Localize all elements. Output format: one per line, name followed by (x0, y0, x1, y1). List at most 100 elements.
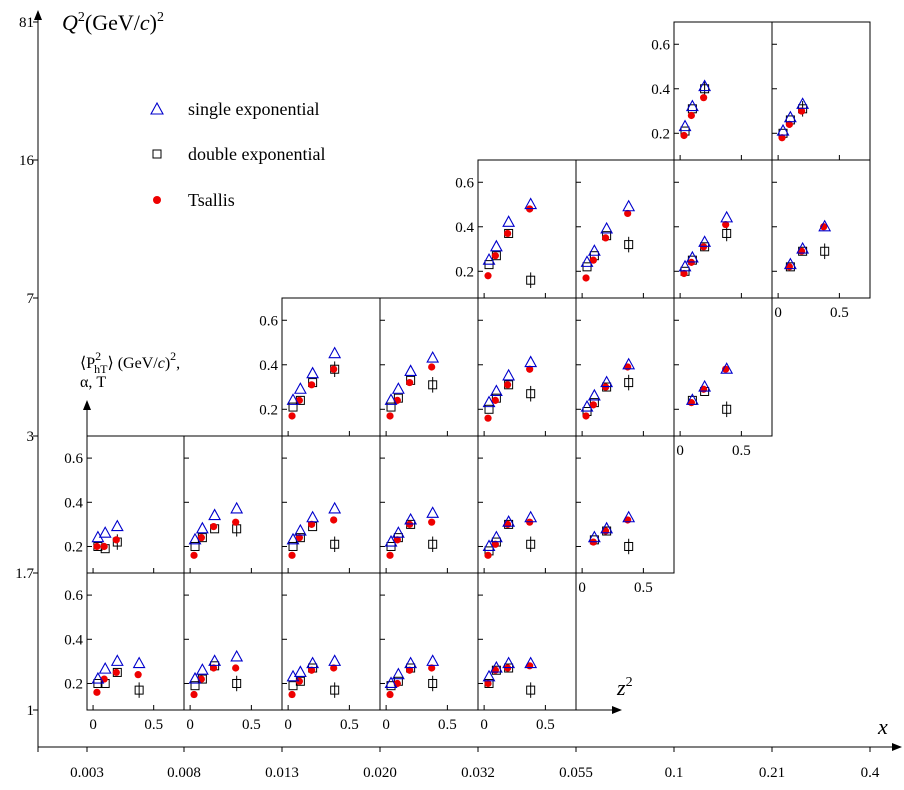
panel-frame (281, 435, 381, 574)
x-tick-label: 0.5 (732, 443, 751, 459)
z-power: 2 (626, 675, 633, 690)
legend-label: double exponential (188, 144, 325, 164)
single-exp-point (524, 510, 538, 523)
single-exp-point (188, 671, 202, 684)
single-exp-point (685, 99, 699, 112)
tsallis-point (491, 540, 499, 548)
double-exp-point (288, 681, 298, 691)
x-tick-label: 0.5 (830, 305, 849, 321)
pht-unit-c: c (158, 355, 165, 372)
single-exp-point (328, 654, 342, 666)
x-tick-label: 0 (578, 580, 586, 596)
x-bin-label: 0.008 (167, 765, 201, 781)
single-exp-point (293, 382, 307, 394)
single-exp-point (818, 219, 832, 232)
single-exp-point (502, 215, 516, 227)
tsallis-point (680, 269, 688, 278)
single-exp-point (698, 79, 712, 92)
pht-unit-open: ⟩ (GeV/ (107, 355, 158, 372)
single-exp-point (600, 521, 614, 534)
x-tick-label: 0 (89, 717, 97, 733)
single-exp-point (110, 519, 124, 532)
single-exp-point (622, 510, 636, 523)
panel (183, 435, 283, 574)
q2-bin-label: 7 (27, 291, 35, 307)
pht-unit-power: 2 (170, 349, 176, 363)
x-tick-label: 0 (774, 305, 782, 321)
tsallis-point (308, 520, 316, 528)
q2-bin-label: 81 (19, 15, 34, 31)
single-exp-point (698, 379, 712, 392)
single-exp-point (678, 259, 692, 272)
single-exp-point (482, 253, 496, 265)
single-exp-point (306, 366, 320, 379)
tsallis-point (582, 412, 590, 420)
tsallis-point (308, 666, 316, 674)
x-bin-label: 0.020 (363, 765, 397, 781)
single-exp-point (404, 364, 418, 377)
tsallis-point (484, 414, 492, 422)
tsallis-point (93, 688, 101, 696)
panel: 0 0.5 (281, 572, 381, 733)
tsallis-point (700, 94, 708, 102)
x-tick-label: 0.5 (242, 717, 261, 733)
single-exp-point (306, 510, 320, 523)
single-exp-point (796, 241, 810, 254)
double-exp-point (190, 541, 200, 551)
single-exp-point (489, 384, 503, 397)
tsallis-point (504, 229, 512, 238)
legend-marker-square (152, 149, 162, 159)
single-exp-point (98, 526, 112, 538)
single-exp-point (678, 119, 692, 132)
x-bin-label: 0.055 (559, 765, 593, 781)
single-exp-point (783, 110, 797, 123)
single-exp-point (685, 393, 699, 405)
tsallis-point (428, 664, 436, 672)
tsallis-point (680, 131, 688, 140)
single-exp-point (391, 526, 405, 538)
tsallis-point (288, 551, 296, 559)
double-exp-point (484, 404, 494, 414)
q2-bin-label: 3 (27, 429, 35, 445)
single-exp-point (720, 210, 734, 223)
single-exp-point (293, 523, 307, 536)
x-bin-labels: 0.003 0.008 0.013 0.020 0.032 0.055 0.1 0.21 0.4 (70, 747, 880, 781)
pht-power: 2 (95, 349, 101, 363)
panel: 0.2 0.4 0.6 (651, 21, 773, 161)
double-exp-point (288, 402, 298, 412)
double-exp-point (330, 685, 340, 695)
single-exp-point (110, 654, 124, 666)
tsallis-point (190, 690, 198, 699)
y-tick-label: 0.4 (455, 220, 474, 236)
outer-y-axis-title: Q2(GeV/c)2 (62, 10, 164, 35)
double-exp-point (624, 240, 634, 250)
q-power: 2 (78, 10, 85, 25)
single-exp-point (286, 532, 300, 545)
x-tick-label: 0 (480, 717, 488, 733)
x-bin-label: 0.013 (265, 765, 299, 781)
single-exp-point (685, 250, 699, 263)
x-tick-label: 0.5 (144, 717, 163, 733)
single-exp-point (306, 656, 320, 669)
double-exp-point (428, 678, 438, 688)
single-exp-point (404, 656, 418, 669)
inner-y-axis-title: ⟨P2 hT⟩ (GeV/c)2, (80, 349, 180, 376)
tsallis-point (798, 107, 806, 115)
y-tick-label: 0.6 (64, 588, 83, 604)
single-exp-point (293, 665, 307, 677)
single-exp-point (783, 257, 797, 270)
x-bin-label: 0.21 (759, 765, 785, 781)
single-exp-point (489, 239, 503, 252)
single-exp-point (502, 656, 516, 669)
single-exp-point (384, 676, 398, 689)
tsallis-point (330, 664, 338, 672)
panel: 0 0.5 (575, 435, 675, 596)
tsallis-point (330, 516, 338, 524)
single-exp-point (489, 660, 503, 673)
single-exp-point (482, 395, 496, 408)
single-exp-point (524, 355, 538, 368)
x-tick-label: 0 (676, 443, 684, 459)
tsallis-point (428, 518, 436, 526)
tsallis-point (491, 396, 499, 404)
